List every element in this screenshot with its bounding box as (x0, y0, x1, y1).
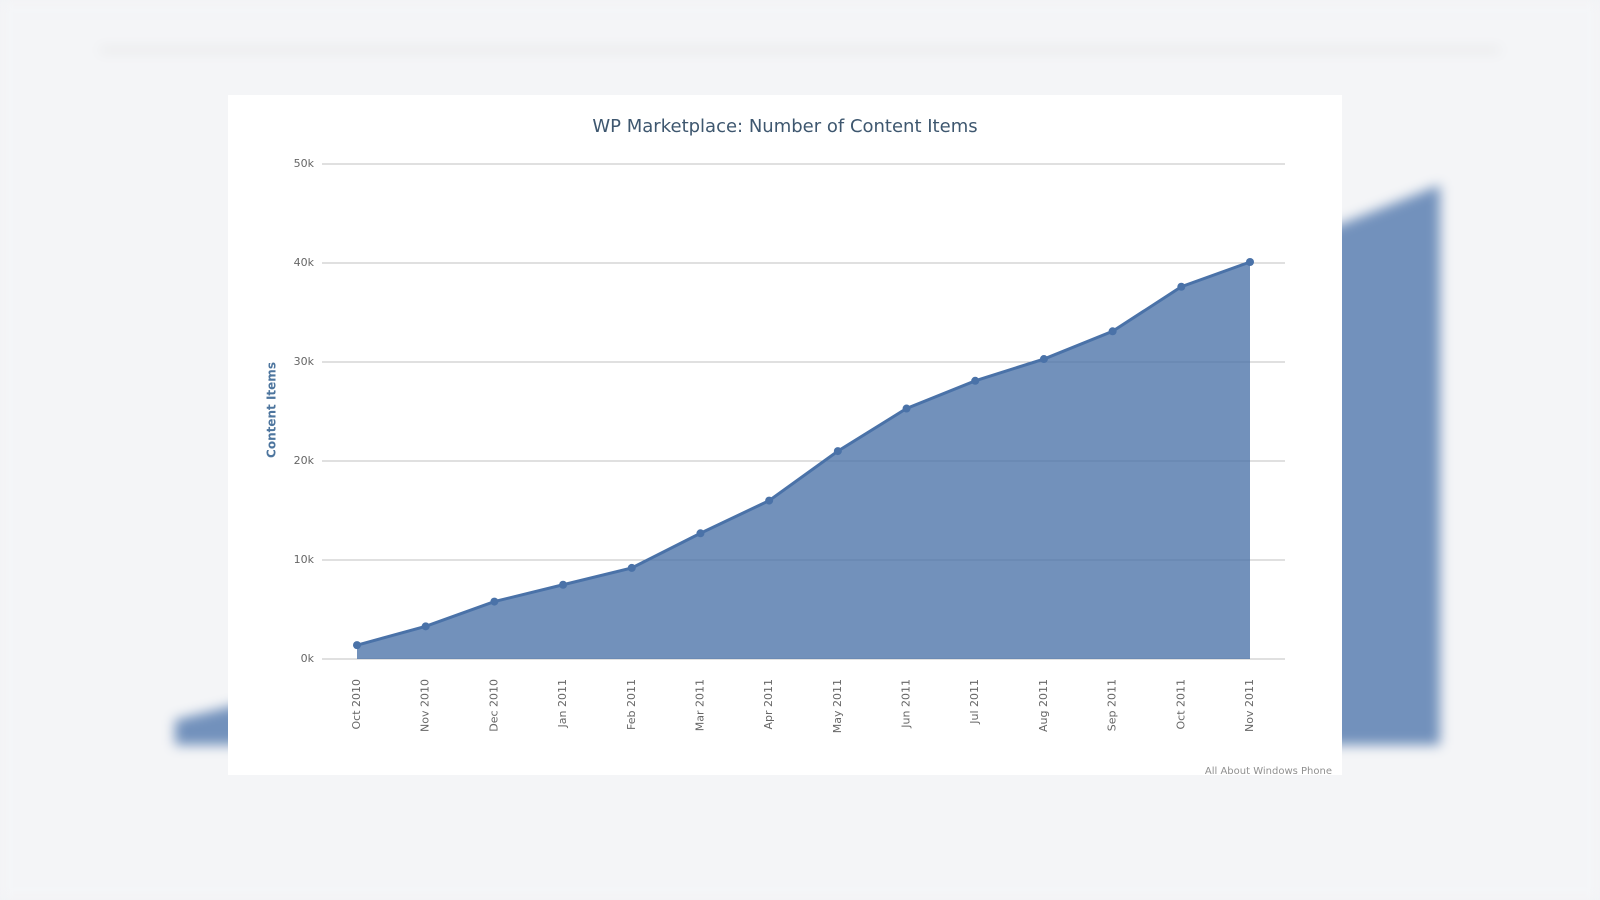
x-tick-label: Sep 2011 (1106, 679, 1119, 731)
x-tick-label: Jul 2011 (968, 679, 981, 725)
point (1039, 355, 1048, 364)
point (559, 580, 568, 589)
x-tick-label: Apr 2011 (762, 679, 775, 730)
credit: All About Windows Phone (1205, 766, 1332, 775)
area (357, 262, 1250, 659)
point (421, 622, 430, 631)
point (353, 641, 361, 650)
y-tick-label: 40k (294, 256, 315, 269)
point (490, 597, 499, 606)
x-tick-label: Dec 2010 (487, 679, 500, 732)
x-tick-label: Oct 2011 (1174, 679, 1187, 730)
line (356, 260, 1251, 647)
y-axis-title: Content Items (265, 362, 279, 458)
x-tick-label: Oct 2010 (350, 679, 363, 730)
x-tick-label: May 2011 (831, 679, 844, 733)
point (696, 529, 705, 538)
y-tick-label: 30k (294, 355, 315, 368)
point (902, 404, 911, 413)
x-tick-label: Mar 2011 (693, 679, 706, 731)
point (1177, 282, 1186, 291)
chart-title: WP Marketplace: Number of Content Items (592, 116, 977, 137)
x-tick-label: Feb 2011 (625, 679, 638, 730)
x-tick-label: Jun 2011 (900, 679, 913, 729)
point (1246, 258, 1254, 267)
point (765, 496, 774, 505)
x-tick-label: Aug 2011 (1037, 679, 1050, 732)
y-tick-label: 20k (294, 454, 315, 467)
point (833, 447, 842, 456)
x-tick-label: Nov 2011 (1243, 679, 1256, 732)
y-tick-label: 10k (294, 553, 315, 566)
y-tick-label: 50k (294, 157, 315, 170)
x-tick-label: Nov 2010 (419, 679, 432, 732)
point (627, 563, 636, 572)
y-tick-label: 0k (301, 652, 315, 665)
chart: WP Marketplace: Number of Content Items … (228, 95, 1342, 775)
point (971, 376, 980, 385)
x-tick-label: Jan 2011 (556, 679, 569, 728)
point (1108, 327, 1117, 336)
